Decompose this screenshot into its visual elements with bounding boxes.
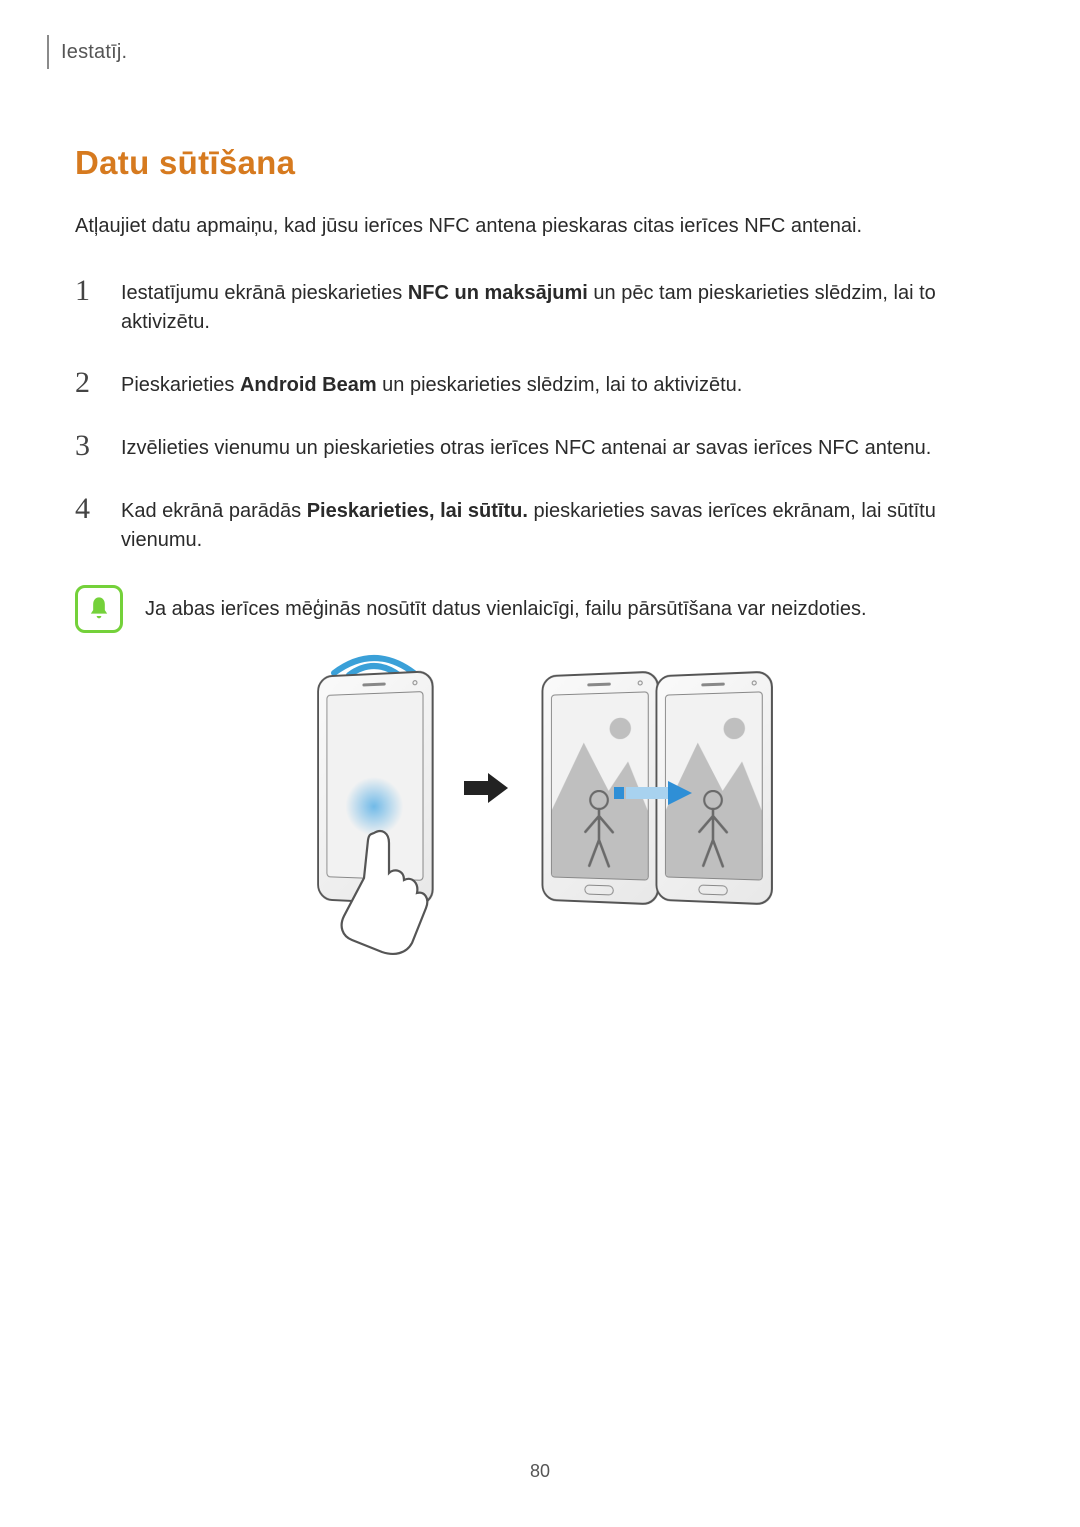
intro-paragraph: Atļaujiet datu apmaiņu, kad jūsu ierīces…: [75, 212, 1005, 240]
page-header: Iestatīj.: [75, 35, 1005, 69]
person-icon: [693, 790, 732, 869]
bell-icon-svg: [85, 595, 113, 623]
step-number: 3: [75, 430, 103, 462]
phone-camera: [412, 680, 417, 685]
header-label: Iestatīj.: [61, 41, 127, 64]
step-1: 1 Iestatījumu ekrānā pieskarieties NFC u…: [75, 275, 1005, 337]
transfer-arrow-icon: [608, 778, 698, 808]
step-text-post: un pieskarieties slēdzim, lai to aktiviz…: [377, 374, 743, 396]
section-title: Datu sūtīšana: [75, 144, 1005, 182]
step-4: 4 Kad ekrānā parādās Pieskarieties, lai …: [75, 493, 1005, 555]
phone-camera: [637, 680, 642, 685]
steps-list: 1 Iestatījumu ekrānā pieskarieties NFC u…: [75, 275, 1005, 555]
step-text-pre: Iestatījumu ekrānā pieskarieties: [121, 282, 408, 304]
bell-icon: [75, 585, 123, 633]
illustration: [75, 673, 1005, 903]
phone-speaker: [701, 683, 724, 687]
step-number: 1: [75, 275, 103, 307]
step-text: Izvēlieties vienumu un pieskarieties otr…: [121, 430, 1005, 463]
phone-speaker: [362, 682, 385, 686]
arrow-right-icon: [464, 775, 509, 801]
step-number: 2: [75, 367, 103, 399]
phone-home-button: [698, 884, 727, 895]
step-2: 2 Pieskarieties Android Beam un pieskari…: [75, 367, 1005, 400]
note-text: Ja abas ierīces mēģinās nosūtīt datus vi…: [145, 585, 867, 623]
page-number: 80: [530, 1461, 550, 1482]
phone-camera: [751, 680, 756, 685]
document-page: Iestatīj. Datu sūtīšana Atļaujiet datu a…: [0, 0, 1080, 903]
hand-icon: [334, 828, 464, 958]
step-3: 3 Izvēlieties vienumu un pieskarieties o…: [75, 430, 1005, 463]
step-text: Kad ekrānā parādās Pieskarieties, lai sū…: [121, 493, 1005, 555]
step-text-bold: Android Beam: [240, 374, 377, 396]
header-divider: [47, 35, 49, 69]
phone-home-button: [584, 884, 613, 895]
step-number: 4: [75, 493, 103, 525]
illustration-right: [539, 673, 767, 903]
step-text: Iestatījumu ekrānā pieskarieties NFC un …: [121, 275, 1005, 337]
step-text-bold: NFC un maksājumi: [408, 282, 588, 304]
step-text-pre: Pieskarieties: [121, 374, 240, 396]
phone-speaker: [587, 683, 610, 687]
step-text-bold: Pieskarieties, lai sūtītu.: [307, 500, 528, 522]
step-text: Pieskarieties Android Beam un pieskariet…: [121, 367, 1005, 400]
step-text-pre: Kad ekrānā parādās: [121, 500, 307, 522]
illustration-left: [314, 673, 434, 903]
note-callout: Ja abas ierīces mēģinās nosūtīt datus vi…: [75, 585, 1005, 633]
